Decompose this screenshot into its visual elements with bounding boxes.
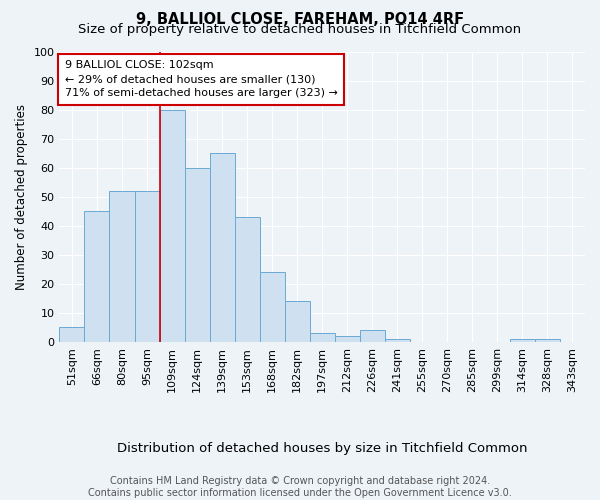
Bar [260, 272, 284, 342]
Y-axis label: Number of detached properties: Number of detached properties [15, 104, 28, 290]
X-axis label: Distribution of detached houses by size in Titchfield Common: Distribution of detached houses by size … [117, 442, 527, 455]
Text: 9 BALLIOL CLOSE: 102sqm
← 29% of detached houses are smaller (130)
71% of semi-d: 9 BALLIOL CLOSE: 102sqm ← 29% of detache… [65, 60, 338, 98]
Bar [160, 110, 185, 342]
Bar [284, 302, 310, 342]
Text: Size of property relative to detached houses in Titchfield Common: Size of property relative to detached ho… [79, 22, 521, 36]
Bar [385, 339, 410, 342]
Bar [510, 339, 535, 342]
Bar [235, 217, 260, 342]
Text: Contains HM Land Registry data © Crown copyright and database right 2024.
Contai: Contains HM Land Registry data © Crown c… [88, 476, 512, 498]
Bar [360, 330, 385, 342]
Bar [85, 212, 109, 342]
Bar [59, 328, 85, 342]
Bar [134, 191, 160, 342]
Bar [535, 339, 560, 342]
Text: 9, BALLIOL CLOSE, FAREHAM, PO14 4RF: 9, BALLIOL CLOSE, FAREHAM, PO14 4RF [136, 12, 464, 28]
Bar [335, 336, 360, 342]
Bar [185, 168, 209, 342]
Bar [109, 191, 134, 342]
Bar [310, 334, 335, 342]
Bar [209, 153, 235, 342]
